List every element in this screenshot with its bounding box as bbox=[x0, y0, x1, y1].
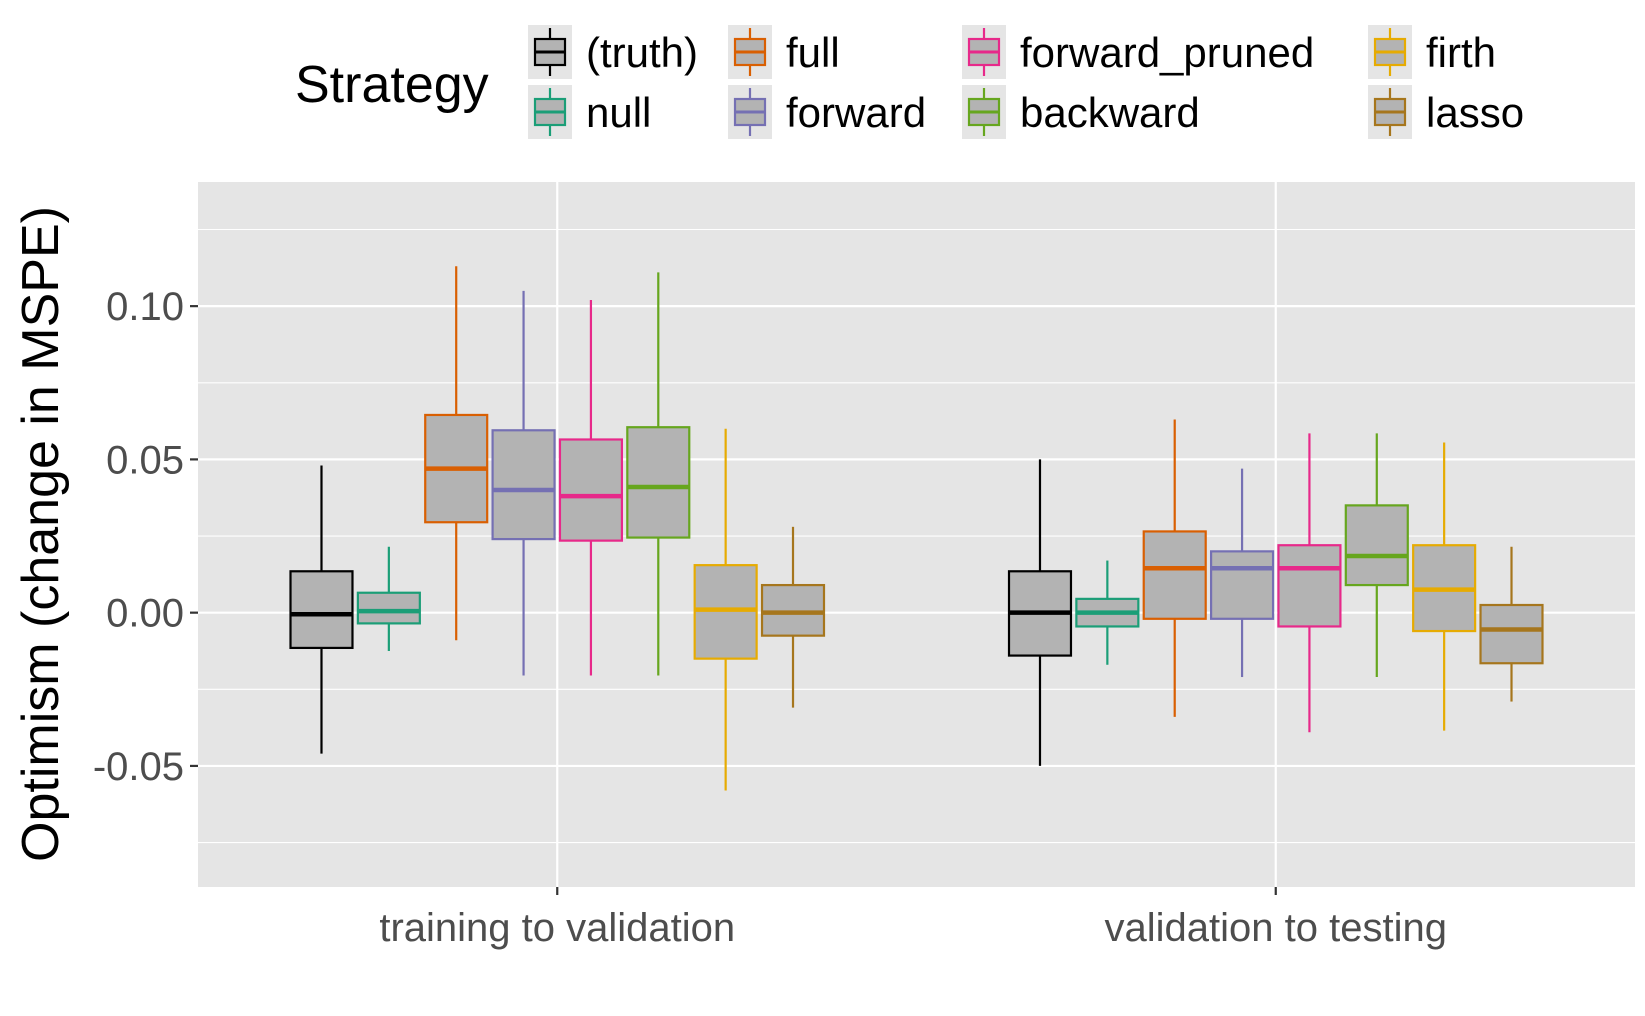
y-tick-label: 0.10 bbox=[106, 285, 184, 329]
box-lasso-training to validation bbox=[760, 526, 826, 708]
legend-label: lasso bbox=[1426, 89, 1524, 136]
box-firth-training to validation bbox=[693, 428, 758, 791]
legend-item-(truth): (truth) bbox=[528, 25, 698, 79]
legend-item-firth: firth bbox=[1368, 25, 1496, 79]
legend-label: full bbox=[786, 29, 840, 76]
box-iqr bbox=[289, 570, 354, 650]
panel-background bbox=[198, 182, 1635, 887]
y-tick-label: 0.00 bbox=[106, 592, 184, 636]
box-full-validation to testing bbox=[1142, 419, 1207, 717]
minor-gridlines bbox=[198, 228, 1635, 844]
box-null-validation to testing bbox=[1075, 560, 1140, 665]
box-lasso-validation to testing bbox=[1479, 546, 1544, 702]
legend-label: forward_pruned bbox=[1020, 29, 1314, 76]
y-tick-label: 0.05 bbox=[106, 438, 184, 482]
legend-label: backward bbox=[1020, 89, 1200, 136]
legend: Strategy (truth) full forward_pruned firth n… bbox=[295, 25, 1524, 139]
box-iqr bbox=[1209, 550, 1275, 620]
major-gridlines bbox=[198, 182, 1635, 887]
box-(truth)-training to validation bbox=[289, 465, 354, 754]
y-axis-title: Optimism (change in MSPE) bbox=[12, 206, 70, 862]
box-series bbox=[289, 266, 1544, 791]
box-iqr bbox=[356, 591, 421, 625]
legend-label: firth bbox=[1426, 29, 1496, 76]
legend-item-lasso: lasso bbox=[1368, 85, 1524, 139]
legend-item-full: full bbox=[728, 25, 840, 79]
box-iqr bbox=[760, 583, 826, 637]
box-firth-validation to testing bbox=[1412, 442, 1477, 731]
x-axis-ticks: training to validation validation to test… bbox=[379, 887, 1447, 950]
box-backward-validation to testing bbox=[1344, 433, 1409, 678]
box-(truth)-validation to testing bbox=[1007, 459, 1073, 766]
legend-title: Strategy bbox=[295, 56, 489, 114]
box-iqr bbox=[626, 426, 691, 539]
box-iqr bbox=[1479, 603, 1544, 665]
y-tick-label: -0.05 bbox=[93, 745, 184, 789]
box-backward-training to validation bbox=[626, 272, 691, 676]
box-null-training to validation bbox=[356, 546, 421, 651]
legend-item-forward: forward bbox=[728, 85, 926, 139]
box-forward-training to validation bbox=[491, 290, 556, 676]
box-forward_pruned-validation to testing bbox=[1277, 433, 1342, 733]
x-tick-label: validation to testing bbox=[1105, 906, 1447, 950]
box-iqr bbox=[491, 429, 556, 541]
box-iqr bbox=[558, 438, 624, 542]
box-forward-validation to testing bbox=[1209, 468, 1275, 678]
legend-label: null bbox=[586, 89, 651, 136]
box-iqr bbox=[693, 564, 758, 660]
box-iqr bbox=[1277, 544, 1342, 628]
legend-item-forward_pruned: forward_pruned bbox=[962, 25, 1314, 79]
legend-item-backward: backward bbox=[962, 85, 1200, 139]
legend-item-null: null bbox=[528, 85, 651, 139]
box-iqr bbox=[1344, 504, 1409, 587]
legend-label: forward bbox=[786, 89, 926, 136]
y-axis-ticks: -0.05 0.00 0.05 0.10 bbox=[93, 285, 198, 789]
box-forward_pruned-training to validation bbox=[558, 300, 624, 676]
legend-label: (truth) bbox=[586, 29, 698, 76]
x-tick-label: training to validation bbox=[379, 906, 735, 950]
box-iqr bbox=[1142, 530, 1207, 620]
box-full-training to validation bbox=[424, 266, 489, 641]
